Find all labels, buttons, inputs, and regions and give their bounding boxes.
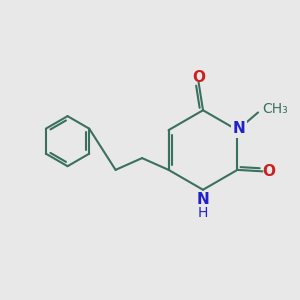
- Text: H: H: [198, 206, 208, 220]
- Text: N: N: [232, 121, 245, 136]
- Text: CH₃: CH₃: [262, 102, 288, 116]
- Text: O: O: [192, 70, 205, 86]
- Text: O: O: [262, 164, 275, 179]
- Text: N: N: [196, 192, 209, 207]
